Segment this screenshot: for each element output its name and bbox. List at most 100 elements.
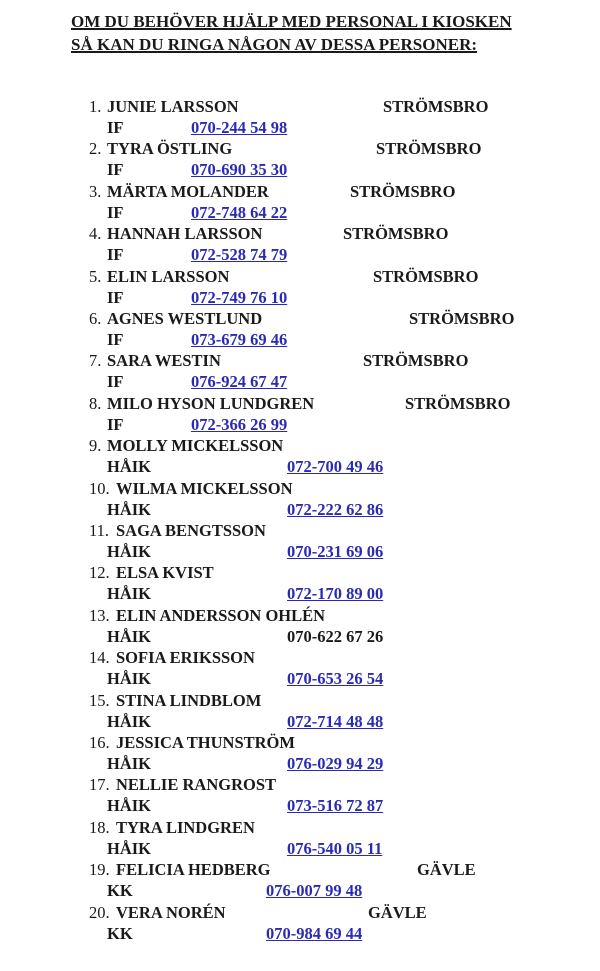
entry-number: 11. xyxy=(89,521,110,540)
contact-name: SOFIA ERIKSSON xyxy=(116,648,255,668)
page-heading: OM DU BEHÖVER HJÄLP MED PERSONAL I KIOSK… xyxy=(71,12,512,54)
contact-entry: 2. TYRA ÖSTLING STRÖMSBRO IF 070-690 35 30 xyxy=(0,139,600,181)
contact-club: HÅIK xyxy=(107,796,152,816)
contact-name: SAGA BENGTSSON xyxy=(116,521,266,540)
contact-club: HÅIK xyxy=(107,754,152,773)
entry-number: 20. xyxy=(89,902,110,922)
contact-club: KK xyxy=(107,923,133,943)
entry-number: 4. xyxy=(89,224,102,244)
entry-number: 14. xyxy=(89,648,110,668)
contact-entry: 19. FELICIA HEDBERG GÄVLE KK 076-007 99 48 xyxy=(0,860,600,902)
contact-entry: 5. ELIN LARSSON STRÖMSBRO IF 072-749 76 10 xyxy=(0,267,600,309)
phone-number: 070-622 67 26 xyxy=(287,626,384,646)
contact-name: ELIN LARSSON xyxy=(107,266,230,286)
contact-entry: 10. WILMA MICKELSSON HÅIK 072-222 62 86 xyxy=(0,479,600,521)
contact-club: HÅIK xyxy=(107,669,152,689)
contact-club: IF xyxy=(107,287,124,307)
contact-entry: 3. MÄRTA MOLANDER STRÖMSBRO IF 072-748 64 22 xyxy=(0,182,600,224)
contact-entry: 11. SAGA BENGTSSON HÅIK 070-231 69 06 xyxy=(0,521,600,563)
entry-number: 12. xyxy=(89,563,110,583)
contact-city: STRÖMSBRO xyxy=(350,181,456,201)
contact-entry: 8. MILO HYSON LUNDGREN STRÖMSBRO IF 072-366 … xyxy=(0,394,600,436)
phone-link[interactable]: 072-366 26 99 xyxy=(191,414,288,434)
phone-link[interactable]: 072-748 64 22 xyxy=(191,202,288,222)
contact-name: NELLIE RANGROST xyxy=(116,775,276,795)
contact-club: IF xyxy=(107,372,124,392)
contact-club: HÅIK xyxy=(107,457,152,477)
contact-entry: 18. TYRA LINDGREN HÅIK 076-540 05 11 xyxy=(0,818,600,860)
contact-club: IF xyxy=(107,245,124,265)
phone-link[interactable]: 070-231 69 06 xyxy=(287,542,384,561)
entry-number: 10. xyxy=(89,478,110,498)
phone-link[interactable]: 072-170 89 00 xyxy=(287,584,384,604)
contact-entry: 14. SOFIA ERIKSSON HÅIK 070-653 26 54 xyxy=(0,648,600,690)
entry-number: 17. xyxy=(89,775,110,795)
contact-club: HÅIK xyxy=(107,838,152,858)
contact-name: SARA WESTIN xyxy=(107,351,221,371)
contact-club: HÅIK xyxy=(107,542,152,561)
contact-entry: 1. JUNIE LARSSON STRÖMSBRO IF 070-244 54 98 xyxy=(0,97,600,139)
contact-entry: 4. HANNAH LARSSON STRÖMSBRO IF 072-528 74 79 xyxy=(0,224,600,266)
contact-name: ELIN ANDERSSON OHLÉN xyxy=(116,605,326,625)
contact-club: IF xyxy=(107,118,124,137)
contact-club: KK xyxy=(107,881,133,901)
contact-name: MOLLY MICKELSSON xyxy=(107,436,284,456)
entry-number: 9. xyxy=(89,436,102,456)
contact-name: VERA NORÉN xyxy=(116,902,226,922)
entry-number: 7. xyxy=(89,351,102,371)
contact-name: FELICIA HEDBERG xyxy=(116,860,271,880)
phone-link[interactable]: 073-516 72 87 xyxy=(287,796,384,816)
contact-city: STRÖMSBRO xyxy=(363,351,469,371)
contact-name: AGNES WESTLUND xyxy=(107,309,263,328)
phone-link[interactable]: 072-528 74 79 xyxy=(191,245,288,265)
contact-name: ELSA KVIST xyxy=(116,563,214,583)
contact-club: IF xyxy=(107,160,124,180)
contact-club: HÅIK xyxy=(107,499,152,519)
phone-link[interactable]: 070-690 35 30 xyxy=(191,160,288,180)
phone-link[interactable]: 070-653 26 54 xyxy=(287,669,384,689)
contact-club: HÅIK xyxy=(107,711,152,731)
contact-name: JUNIE LARSSON xyxy=(107,97,239,116)
entry-number: 3. xyxy=(89,181,102,201)
contact-city: STRÖMSBRO xyxy=(376,139,482,159)
contact-city: GÄVLE xyxy=(417,860,476,880)
phone-link[interactable]: 076-540 05 11 xyxy=(287,838,383,858)
phone-link[interactable]: 076-924 67 47 xyxy=(191,372,288,392)
phone-link[interactable]: 076-007 99 48 xyxy=(266,881,363,901)
entry-number: 19. xyxy=(89,860,110,880)
phone-link[interactable]: 070-244 54 98 xyxy=(191,118,288,137)
contact-name: JESSICA THUNSTRÖM xyxy=(116,733,295,752)
contact-city: STRÖMSBRO xyxy=(373,266,479,286)
phone-link[interactable]: 072-749 76 10 xyxy=(191,287,288,307)
phone-link[interactable]: 076-029 94 29 xyxy=(287,754,384,773)
contact-club: IF xyxy=(107,330,124,349)
contact-club: IF xyxy=(107,414,124,434)
contact-name: MILO HYSON LUNDGREN xyxy=(107,393,315,413)
contact-name: STINA LINDBLOM xyxy=(116,690,262,710)
entry-number: 6. xyxy=(89,309,102,328)
phone-link[interactable]: 072-222 62 86 xyxy=(287,499,384,519)
contact-name: HANNAH LARSSON xyxy=(107,224,263,244)
contact-name: TYRA LINDGREN xyxy=(116,817,255,837)
phone-link[interactable]: 072-700 49 46 xyxy=(287,457,384,477)
phone-link[interactable]: 073-679 69 46 xyxy=(191,330,288,349)
entry-number: 2. xyxy=(89,139,102,159)
contact-city: GÄVLE xyxy=(368,902,427,922)
phone-link[interactable]: 072-714 48 48 xyxy=(287,711,384,731)
contact-club: IF xyxy=(107,202,124,222)
phone-link[interactable]: 070-984 69 44 xyxy=(266,923,363,943)
contact-club: HÅIK xyxy=(107,584,152,604)
contact-entry: 6. AGNES WESTLUND STRÖMSBRO IF 073-679 69 46 xyxy=(0,309,600,351)
contact-entry: 7. SARA WESTIN STRÖMSBRO IF 076-924 67 47 xyxy=(0,351,600,393)
contact-entry: 17. NELLIE RANGROST HÅIK 073-516 72 87 xyxy=(0,775,600,817)
contact-name: WILMA MICKELSSON xyxy=(116,478,293,498)
entry-number: 1. xyxy=(89,97,102,116)
contact-entry: 16. JESSICA THUNSTRÖM HÅIK 076-029 94 29 xyxy=(0,733,600,775)
contact-club: HÅIK xyxy=(107,626,152,646)
contact-entry: 9. MOLLY MICKELSSON HÅIK 072-700 49 46 xyxy=(0,436,600,478)
contact-city: STRÖMSBRO xyxy=(343,224,449,244)
contact-name: TYRA ÖSTLING xyxy=(107,139,233,159)
entry-number: 15. xyxy=(89,690,110,710)
entry-number: 16. xyxy=(89,733,110,752)
contact-city: STRÖMSBRO xyxy=(405,393,511,413)
